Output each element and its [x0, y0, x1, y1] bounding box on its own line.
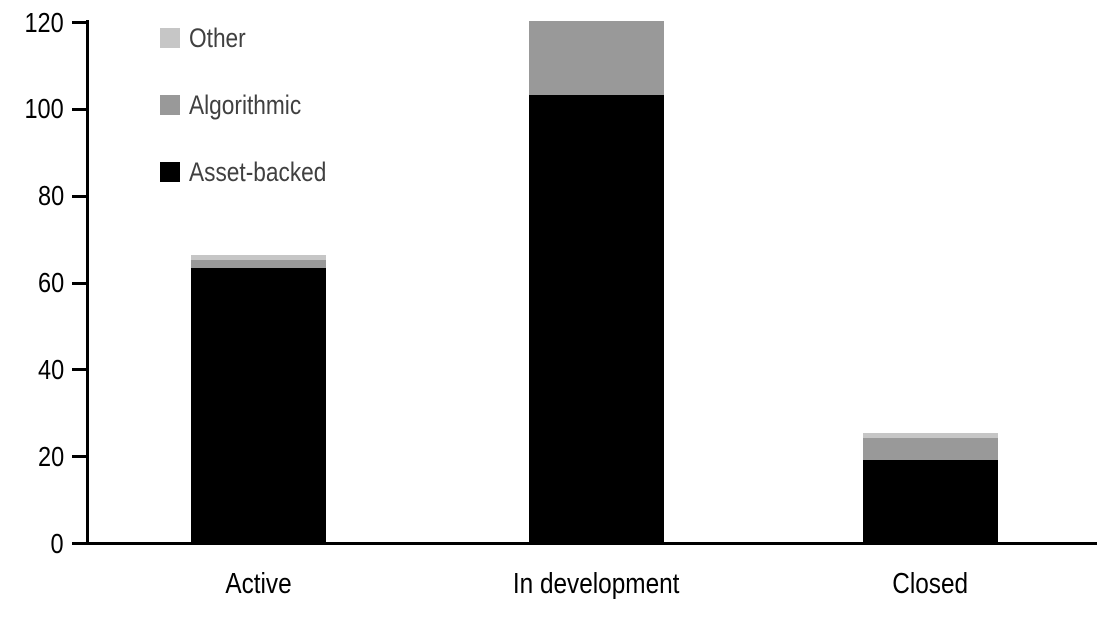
- y-tick-label-text: 0: [50, 527, 64, 559]
- bar-segment-other: [190, 255, 326, 260]
- category-label-text: Active: [224, 568, 292, 600]
- y-tick-label-text: 20: [37, 440, 64, 472]
- bar-segment-other: [862, 433, 998, 438]
- bar-segment-asset-backed: [190, 268, 326, 542]
- legend-label-algorithmic: Algorithmic: [189, 90, 323, 120]
- bar-segment-asset-backed: [528, 94, 664, 542]
- y-tick-label: 40: [0, 353, 64, 387]
- y-tick-label-text: 100: [24, 93, 64, 125]
- y-tick-label: 80: [0, 179, 64, 213]
- legend-item-asset-backed: Asset-backed: [160, 157, 353, 187]
- y-tick-mark: [72, 194, 86, 198]
- legend-label-asset-backed: Asset-backed: [189, 157, 353, 187]
- y-tick-label: 60: [0, 266, 64, 300]
- y-tick-label-text: 60: [37, 267, 64, 298]
- bar-segment-algorithmic: [528, 21, 664, 95]
- y-tick-mark: [72, 368, 86, 372]
- y-tick-mark: [72, 455, 86, 459]
- category-label-text: In development: [512, 568, 680, 600]
- y-tick-mark: [72, 21, 86, 24]
- y-tick-label: 0: [0, 527, 64, 561]
- bar-segment-asset-backed: [862, 459, 998, 542]
- legend-item-algorithmic: Algorithmic: [160, 90, 323, 120]
- legend-label-other: Other: [189, 23, 257, 53]
- y-tick-mark: [72, 107, 86, 111]
- legend-label-text: Asset-backed: [189, 157, 327, 187]
- category-label-text: Closed: [892, 568, 968, 600]
- x-axis-line: [86, 542, 1097, 545]
- y-tick-label: 120: [0, 6, 64, 40]
- y-tick-label: 20: [0, 440, 64, 474]
- y-tick-label-text: 40: [37, 353, 64, 385]
- y-tick-mark: [72, 281, 86, 285]
- y-tick-mark: [72, 542, 86, 545]
- bar-segment-algorithmic: [190, 259, 326, 269]
- category-label-in-development: In development: [436, 564, 756, 604]
- legend-swatch-other: [160, 28, 180, 48]
- legend-label-text: Algorithmic: [189, 90, 302, 120]
- y-tick-label-text: 80: [37, 180, 64, 212]
- legend-item-other: Other: [160, 23, 257, 53]
- y-tick-label: 100: [0, 92, 64, 126]
- y-axis-line: [86, 19, 89, 545]
- legend-swatch-asset-backed: [160, 162, 180, 182]
- y-tick-label-text: 120: [24, 6, 64, 38]
- legend-swatch-algorithmic: [160, 95, 180, 115]
- legend-label-text: Other: [189, 23, 246, 53]
- bar-segment-algorithmic: [862, 437, 998, 460]
- category-label-active: Active: [98, 564, 418, 604]
- category-label-closed: Closed: [770, 564, 1090, 604]
